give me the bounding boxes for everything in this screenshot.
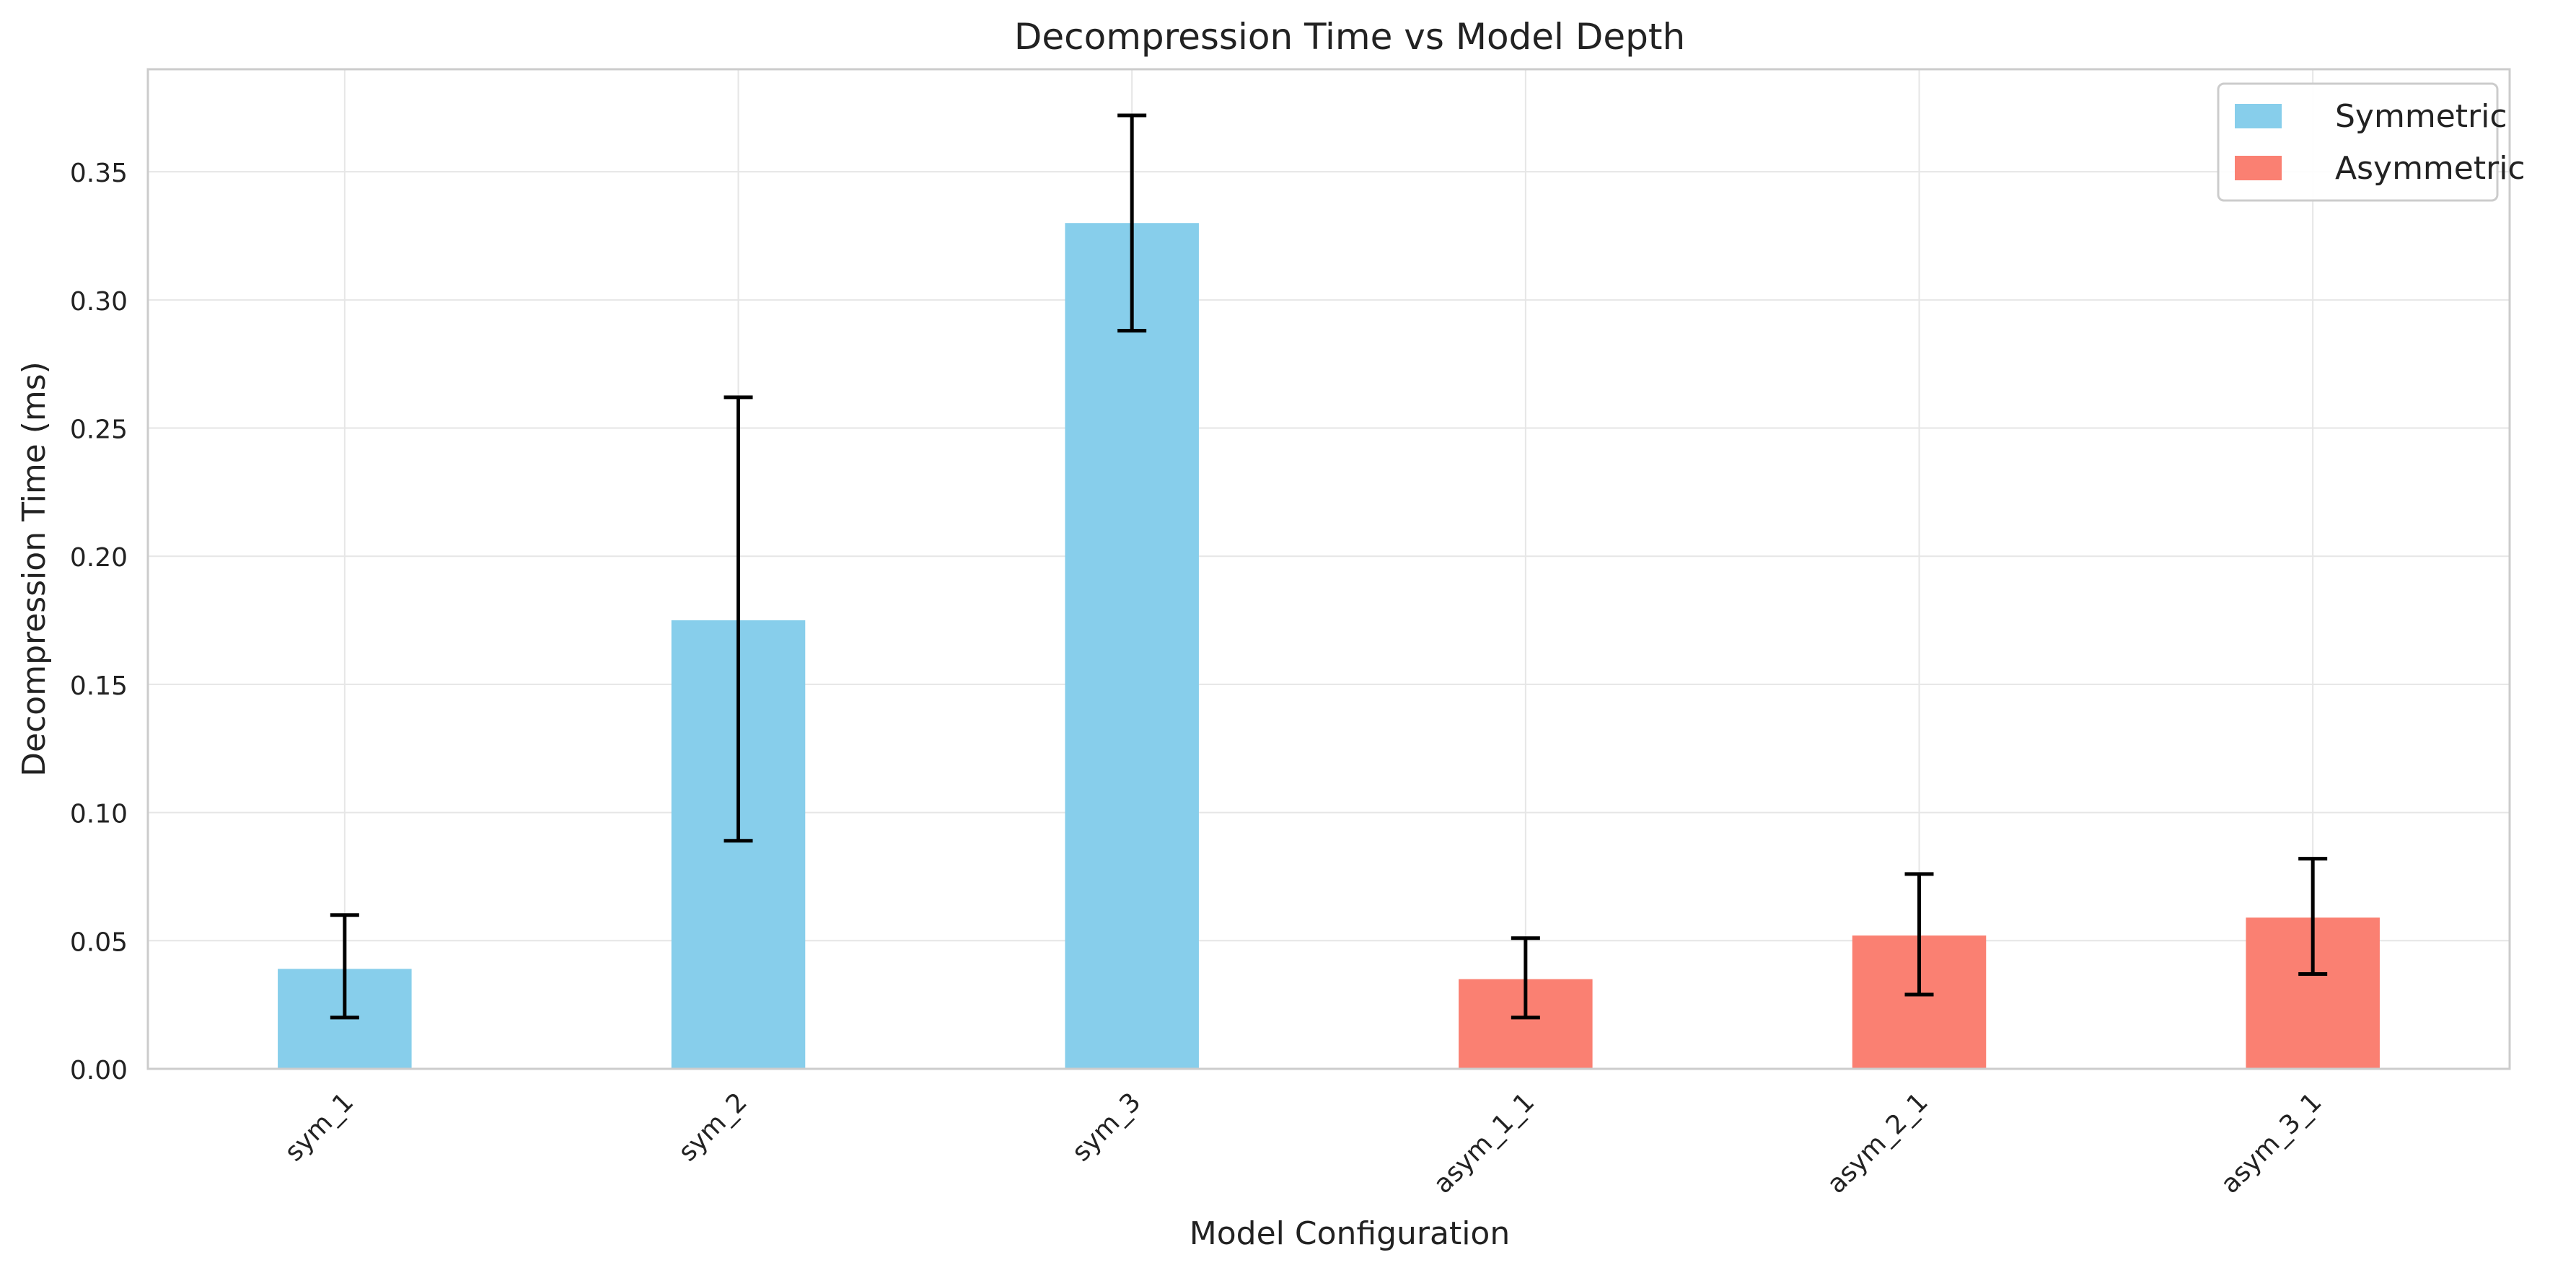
y-tick-label: 0.00 [70, 1056, 128, 1085]
legend-label-symmetric: Symmetric [2335, 98, 2507, 135]
y-tick-label: 0.30 [70, 287, 128, 317]
y-tick-label: 0.15 [70, 671, 128, 701]
axes-frame [146, 68, 2511, 1070]
legend-box [2217, 82, 2499, 202]
y-tick-label: 0.25 [70, 415, 128, 445]
chart-title: Decompression Time vs Model Depth [1014, 16, 1685, 58]
y-tick-label: 0.05 [70, 927, 128, 957]
y-tick-label: 0.10 [70, 800, 128, 829]
error-bar-asym_2_1 [1904, 872, 1934, 997]
bar-sym_3 [1065, 223, 1199, 1070]
legend-swatch-symmetric [2235, 104, 2282, 128]
legend-label-asymmetric: Asymmetric [2335, 150, 2526, 187]
legend: Symmetric Asymmetric [2217, 82, 2526, 202]
y-tick-label: 0.35 [70, 159, 128, 188]
error-bar-sym_1 [330, 913, 359, 1020]
legend-swatch-asymmetric [2235, 156, 2282, 180]
error-bar-asym_3_1 [2298, 857, 2328, 977]
y-tick-label: 0.20 [70, 543, 128, 573]
x-axis-label: Model Configuration [1190, 1215, 1511, 1252]
y-axis-label: Decompression Time (ms) [16, 361, 53, 777]
y-axis-ticks: 0.00 0.05 0.10 0.15 0.20 0.25 0.30 0.35 [70, 159, 128, 1085]
error-bar-sym_2 [724, 395, 753, 843]
error-bar-sym_3 [1117, 113, 1147, 332]
error-bars [330, 113, 2328, 1020]
error-bar-asym_1_1 [1511, 936, 1540, 1020]
